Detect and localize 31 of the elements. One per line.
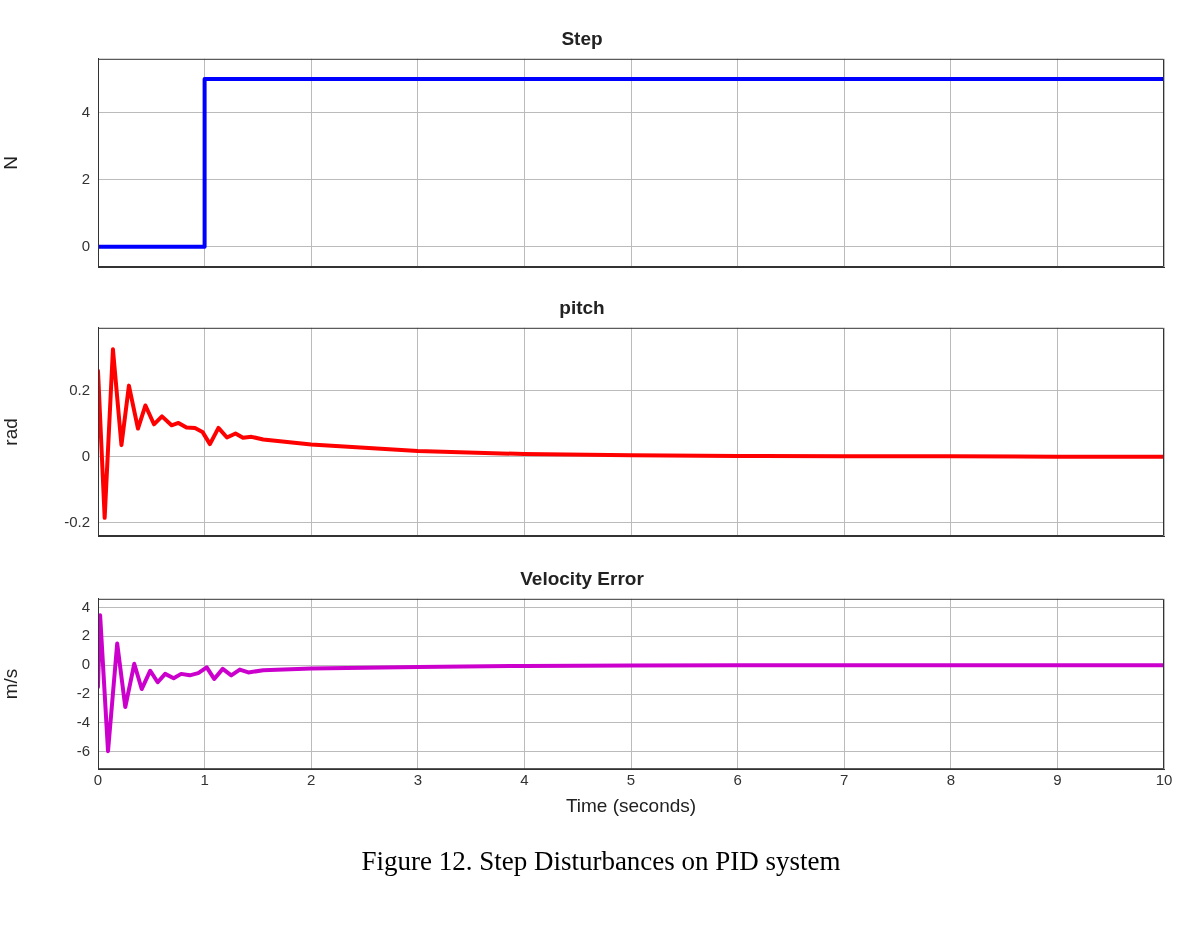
y-axis-title: m/s bbox=[0, 668, 21, 700]
y-tick-label: 2 bbox=[81, 169, 90, 187]
x-tick-label: 4 bbox=[520, 771, 529, 789]
x-tick-label: 5 bbox=[626, 771, 636, 789]
y-tick-label: -0.2 bbox=[64, 512, 90, 530]
y-axis-title: N bbox=[0, 156, 21, 170]
x-tick-label: 6 bbox=[733, 771, 742, 789]
x-axis-title: Time (seconds) bbox=[565, 794, 697, 816]
x-tick-label: 10 bbox=[1155, 771, 1173, 789]
y-tick-label: 0 bbox=[81, 655, 90, 673]
chart-title: Velocity Error bbox=[520, 567, 645, 589]
chart-title: pitch bbox=[559, 296, 605, 318]
x-tick-label: 1 bbox=[200, 771, 209, 789]
y-tick-label: 2 bbox=[81, 626, 90, 644]
y-tick-label: 0 bbox=[81, 446, 90, 464]
y-tick-label: -2 bbox=[76, 684, 90, 702]
y-tick-label: 0 bbox=[81, 236, 90, 254]
y-tick-label: 4 bbox=[81, 102, 90, 120]
chart-title: Step bbox=[561, 27, 603, 49]
x-tick-label: 2 bbox=[307, 771, 316, 789]
x-tick-label: 8 bbox=[946, 771, 955, 789]
y-tick-label: -6 bbox=[76, 742, 90, 760]
x-tick-label: 3 bbox=[413, 771, 422, 789]
x-tick-label: 9 bbox=[1053, 771, 1062, 789]
caption: Figure 12. Step Disturbances on PID system bbox=[360, 846, 842, 877]
y-tick-label: 4 bbox=[81, 597, 90, 615]
y-tick-label: -4 bbox=[76, 713, 90, 731]
y-axis-title: rad bbox=[0, 418, 21, 446]
x-tick-label: 7 bbox=[840, 771, 849, 789]
x-tick-label: 0 bbox=[93, 771, 103, 789]
y-tick-label: 0.2 bbox=[69, 380, 90, 398]
